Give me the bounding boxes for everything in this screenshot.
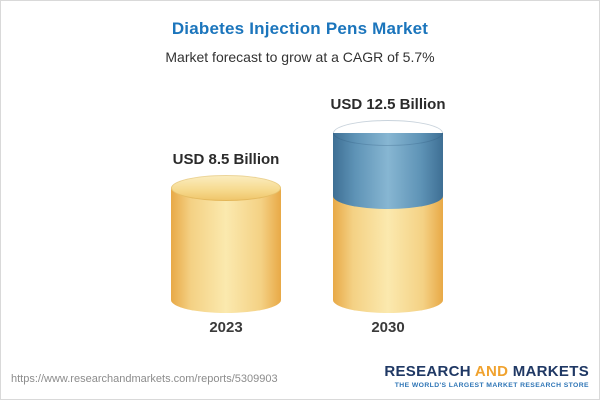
bar-2030-top-ellipse (333, 120, 443, 146)
bar-2023-body (171, 188, 281, 313)
bar-value-label-2023: USD 8.5 Billion (172, 151, 280, 168)
x-axis-label-2023: 2023 (209, 319, 243, 336)
chart-subtitle: Market forecast to grow at a CAGR of 5.7… (165, 49, 435, 65)
logo-word-markets: MARKETS (512, 363, 589, 380)
source-url: https://www.researchandmarkets.com/repor… (11, 373, 278, 385)
research-and-markets-logo: RESEARCH AND MARKETS THE WORLD'S LARGEST… (384, 363, 589, 389)
chart-title: Diabetes Injection Pens Market (171, 19, 429, 38)
logo-word-research: RESEARCH (384, 363, 471, 380)
bar-2030-growth-segment (333, 133, 443, 209)
logo-tagline: THE WORLD'S LARGEST MARKET RESEARCH STOR… (394, 382, 589, 389)
bar-value-label-2030: USD 12.5 Billion (330, 96, 446, 113)
bar-2023-top-ellipse (171, 175, 281, 201)
x-axis-label-2030: 2030 (371, 319, 405, 336)
logo-wordmark: RESEARCH AND MARKETS (384, 363, 589, 380)
logo-word-and: AND (474, 363, 509, 380)
bar-2030-base-segment (333, 196, 443, 313)
